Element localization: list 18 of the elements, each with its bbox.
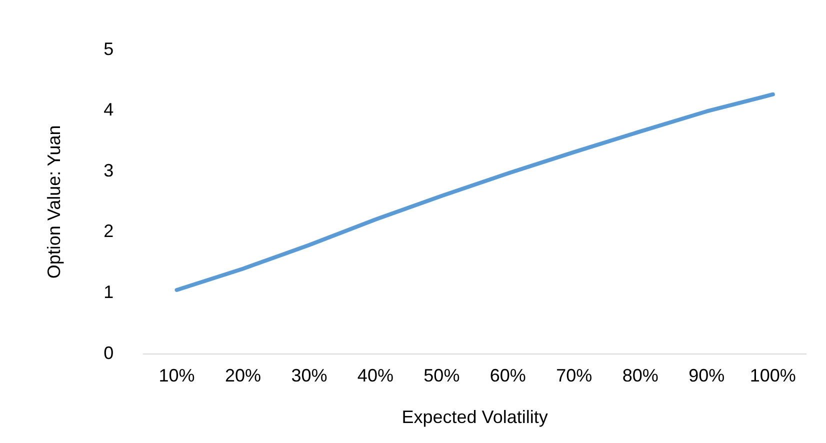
x-tick-label: 70%: [556, 366, 592, 386]
y-tick-label: 5: [104, 38, 114, 59]
y-tick-label: 3: [104, 160, 114, 180]
x-axis-title: Expected Volatility: [402, 407, 548, 428]
x-tick-label: 80%: [622, 366, 658, 386]
x-tick-label: 20%: [224, 366, 261, 386]
x-tick-label: 90%: [688, 366, 725, 386]
y-axis-title: Option Value: Yuan: [44, 125, 64, 279]
y-tick-label: 4: [104, 100, 114, 120]
y-tick-label: 1: [104, 282, 114, 302]
x-tick-label: 100%: [750, 366, 796, 386]
x-tick-label: 40%: [357, 366, 394, 386]
x-tick-label: 50%: [424, 366, 460, 386]
x-tick-label: 30%: [291, 366, 328, 386]
x-tick-label: 10%: [158, 366, 195, 386]
y-tick-label: 0: [104, 342, 114, 363]
y-tick-label: 2: [104, 221, 114, 242]
x-tick-label: 60%: [490, 366, 526, 386]
